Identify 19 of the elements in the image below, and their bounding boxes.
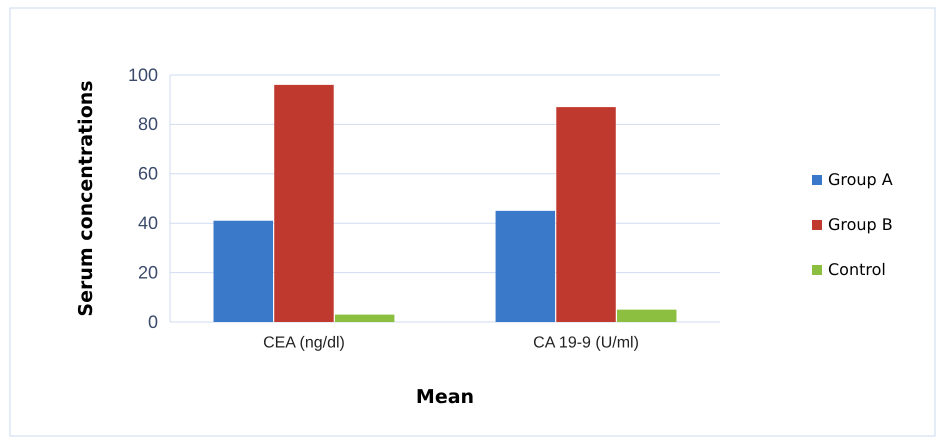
bar bbox=[334, 314, 394, 322]
y-tick-label: 20 bbox=[138, 262, 158, 282]
x-tick-label: CEA (ng/dl) bbox=[263, 334, 345, 352]
legend-label: Group A bbox=[828, 170, 893, 189]
bar bbox=[274, 84, 334, 322]
y-tick-label: 100 bbox=[128, 64, 158, 85]
x-axis-title: Mean bbox=[416, 386, 474, 408]
bar bbox=[616, 310, 676, 322]
bar bbox=[556, 107, 616, 322]
legend-label: Group B bbox=[828, 215, 893, 234]
y-tick-label: 40 bbox=[138, 212, 158, 233]
bar bbox=[496, 210, 556, 322]
y-axis-title: Serum concentrations bbox=[75, 80, 97, 317]
y-tick-label: 0 bbox=[148, 312, 158, 332]
x-tick-label: CA 19-9 (U/ml) bbox=[533, 334, 639, 352]
bar bbox=[214, 220, 274, 322]
y-tick-label: 80 bbox=[138, 114, 158, 134]
legend-label: Control bbox=[828, 260, 886, 279]
y-tick-label: 60 bbox=[138, 164, 158, 184]
